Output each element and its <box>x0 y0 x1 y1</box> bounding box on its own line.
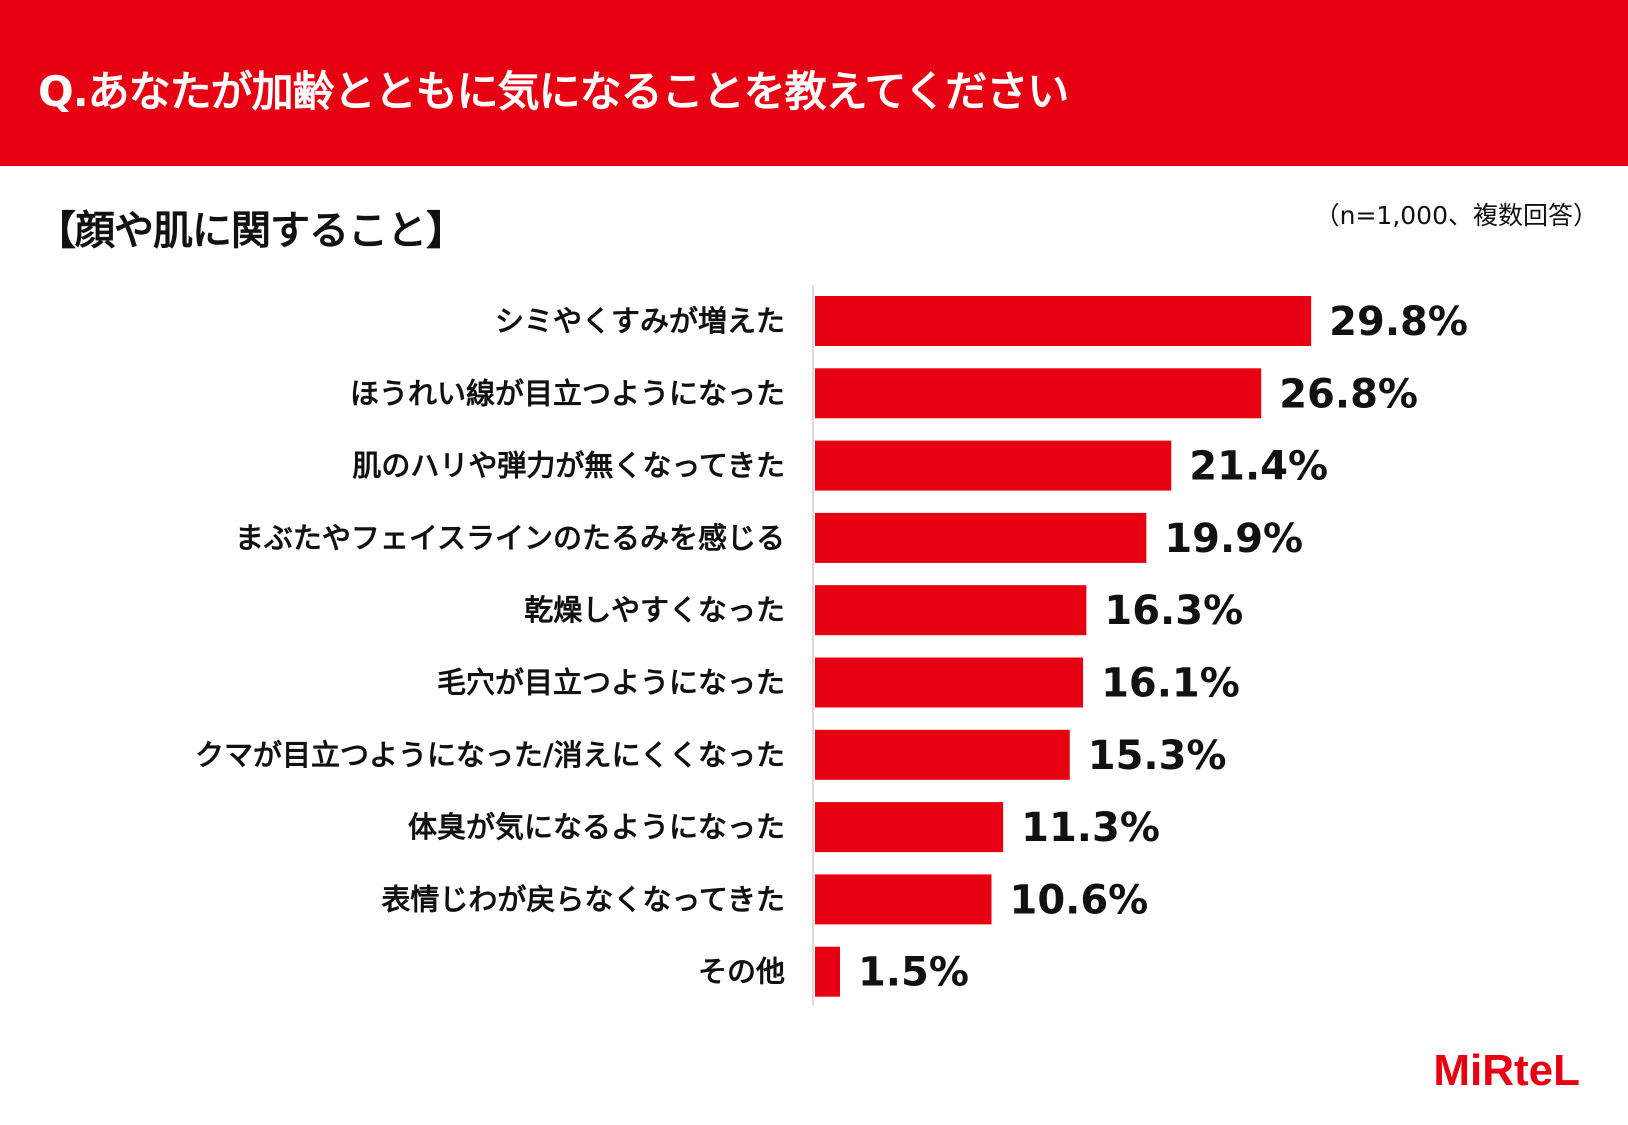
value-label: 11.3% <box>1021 805 1160 851</box>
bar <box>815 874 992 925</box>
bar <box>815 368 1262 419</box>
value-label: 21.4% <box>1189 444 1328 490</box>
bar <box>815 585 1087 636</box>
header-banner: Q.あなたが加齢とともに気になることを教えてください <box>0 0 1628 166</box>
category-label: 肌のハリや弾力が無くなってきた <box>352 449 785 483</box>
bar <box>815 296 1312 346</box>
category-label: 表情じわが戻らなくなってきた <box>381 882 785 916</box>
category-label: 体臭が気になるようになった <box>408 810 785 844</box>
question-title: Q.あなたが加齢とともに気になることを教えてください <box>38 67 1069 116</box>
category-label: ほうれい線が目立つようになった <box>350 376 785 410</box>
category-label: 毛穴が目立つようになった <box>437 666 785 700</box>
category-label: その他 <box>698 955 785 989</box>
value-label: 10.6% <box>1009 877 1148 923</box>
logo-text: MiRteL <box>1433 1046 1580 1095</box>
sample-note: （n=1,000、複数回答） <box>1314 201 1598 230</box>
section-title: 【顔や肌に関すること】 <box>36 208 466 254</box>
value-label: 16.3% <box>1104 588 1243 634</box>
value-label: 1.5% <box>858 950 969 996</box>
bar <box>815 729 1070 780</box>
category-label: まぶたやフェイスラインのたるみを感じる <box>235 521 785 555</box>
value-label: 15.3% <box>1088 733 1227 779</box>
bar-chart: シミやくすみが増えた 29.8% ほうれい線が目立つようになった 26.8% 肌のハリや… <box>195 285 1468 1005</box>
bar <box>815 802 1004 853</box>
bar <box>815 512 1147 563</box>
value-label: 19.9% <box>1164 516 1303 562</box>
category-label: 乾燥しやすくなった <box>524 593 785 627</box>
bar <box>815 440 1172 491</box>
category-label: クマが目立つようになった/消えにくくなった <box>195 738 785 772</box>
bar <box>815 657 1084 708</box>
value-label: 26.8% <box>1279 371 1418 417</box>
value-label: 16.1% <box>1101 661 1240 707</box>
category-label: シミやくすみが増えた <box>495 304 785 338</box>
bar <box>815 946 840 997</box>
mirtel-logo: MiRteL <box>1433 1046 1580 1096</box>
value-label: 29.8% <box>1329 299 1468 345</box>
